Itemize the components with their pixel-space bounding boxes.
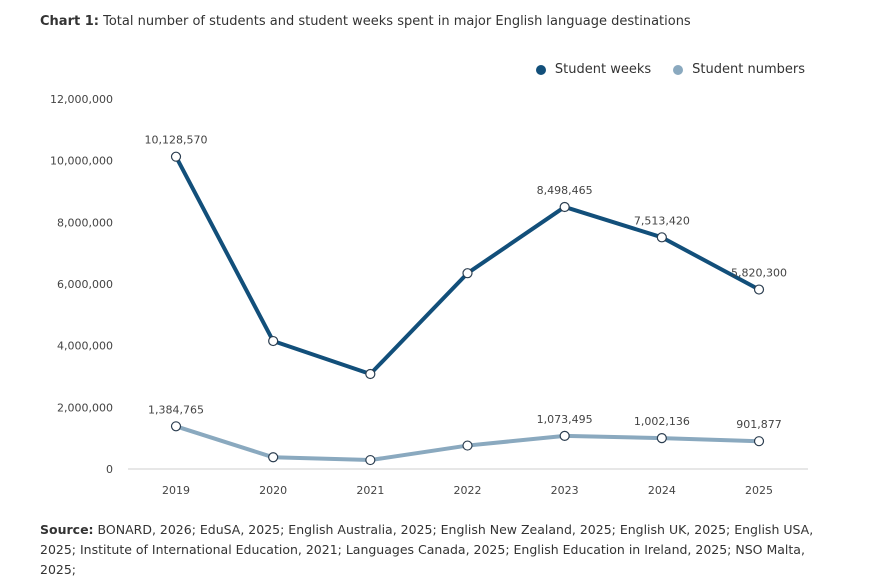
x-tick-label-2022: 2022	[454, 484, 482, 497]
chart-title-text: Total number of students and student wee…	[103, 14, 691, 29]
chart-title-lead: Chart 1:	[40, 14, 99, 29]
y-tick-label-5: 10,000,000	[50, 155, 113, 168]
source-note: Source: BONARD, 2026; EduSA, 2025; Engli…	[40, 520, 840, 580]
y-tick-label-4: 8,000,000	[57, 216, 113, 229]
data-point-student_weeks-2024	[656, 232, 667, 243]
x-tick-label-2025: 2025	[745, 484, 773, 497]
source-text: BONARD, 2026; EduSA, 2025; English Austr…	[40, 522, 814, 577]
y-tick-label-0: 0	[106, 463, 113, 476]
data-label-student_weeks-2024: 7,513,420	[634, 214, 690, 227]
data-point-student_weeks-2025	[753, 284, 765, 295]
source-lead: Source:	[40, 522, 94, 537]
data-label-student_numbers-2024: 1,002,136	[634, 415, 690, 428]
legend-label-student-weeks: Student weeks	[554, 62, 652, 77]
y-tick-label-6: 12,000,000	[50, 93, 113, 106]
data-label-student_weeks-2023: 8,498,465	[537, 184, 593, 197]
data-label-student_numbers-2025: 901,877	[736, 418, 782, 431]
y-tick-label-2: 4,000,000	[57, 340, 113, 353]
x-tick-label-2021: 2021	[356, 484, 384, 497]
data-point-student_numbers-2022	[462, 440, 473, 451]
data-point-student_weeks-2021	[365, 368, 376, 380]
legend: Student weeks Student numbers	[535, 62, 805, 77]
legend-dot-student-weeks	[535, 64, 546, 75]
x-tick-label-2023: 2023	[551, 484, 579, 497]
legend-label-student-numbers: Student numbers	[692, 62, 805, 77]
legend-dot-student-numbers	[673, 64, 684, 75]
data-point-student_numbers-2021	[365, 454, 376, 466]
data-point-student_numbers-2024	[656, 433, 667, 444]
data-label-student_weeks-2025: 5,820,300	[731, 267, 787, 280]
data-point-student_numbers-2020	[268, 452, 279, 463]
series-line-student_weeks	[174, 154, 761, 377]
y-tick-label-3: 6,000,000	[57, 278, 113, 291]
data-point-student_numbers-2025	[753, 436, 765, 447]
data-point-student_weeks-2020	[268, 335, 279, 347]
chart-title: Chart 1: Total number of students and st…	[40, 14, 691, 29]
data-point-student_weeks-2023	[559, 201, 570, 213]
line-chart: 0 2,000,000 4,000,000 6,000,000 8,000,000 10,…	[50, 93, 808, 497]
data-point-student_numbers-2019	[170, 421, 182, 432]
x-tick-label-2019: 2019	[162, 484, 190, 497]
data-point-student_weeks-2019	[170, 151, 182, 162]
data-label-student_weeks-2019: 10,128,570	[145, 134, 208, 147]
data-label-student_numbers-2023: 1,073,495	[537, 413, 593, 426]
data-point-student_numbers-2023	[559, 430, 570, 442]
data-point-student_weeks-2022	[462, 268, 473, 279]
x-tick-label-2020: 2020	[259, 484, 287, 497]
legend-item-student-weeks: Student weeks	[535, 62, 652, 77]
legend-item-student-numbers: Student numbers	[673, 62, 805, 77]
x-tick-label-2024: 2024	[648, 484, 676, 497]
y-tick-label-1: 2,000,000	[57, 401, 113, 414]
data-label-student_numbers-2019: 1,384,765	[148, 403, 204, 416]
